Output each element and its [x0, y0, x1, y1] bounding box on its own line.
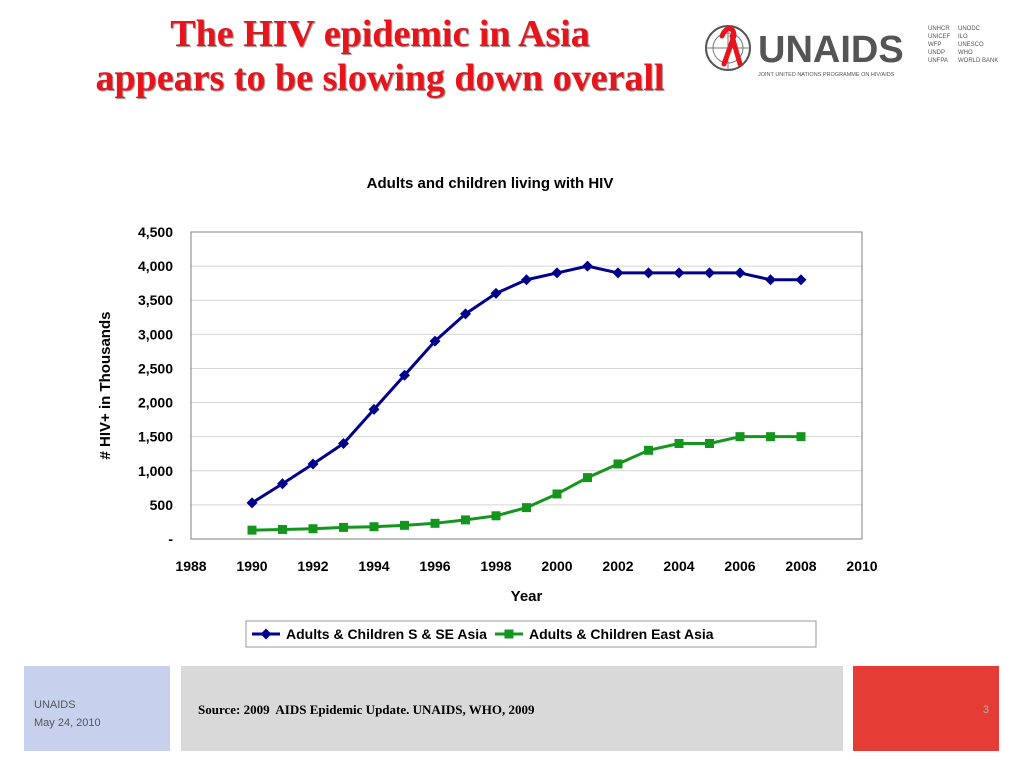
- footer-org: UNAIDS: [34, 699, 76, 711]
- slide-title: The HIV epidemic in Asia appears to be s…: [0, 12, 760, 100]
- y-tick-label: 2,000: [138, 395, 173, 411]
- series-1-point: [399, 369, 410, 381]
- series-1-point: [521, 274, 532, 286]
- x-tick-label: 2004: [663, 558, 694, 574]
- x-tick-label: 2000: [541, 558, 572, 574]
- x-tick-label: 1996: [419, 558, 450, 574]
- series-1-point: [338, 437, 349, 449]
- cosponsor-unesco: UNESCO: [958, 42, 984, 48]
- y-tick-label: 4,500: [138, 224, 173, 240]
- x-axis-title: Year: [511, 588, 543, 605]
- series-line-1: [251, 264, 801, 505]
- cosponsor-undp: UNDP: [928, 50, 945, 56]
- cosponsor-unicef: UNICEF: [928, 34, 951, 40]
- series-2-point: [735, 432, 745, 442]
- series-1-point: [460, 308, 471, 320]
- source-citation: Source: 2009 AIDS Epidemic Update. UNAID…: [198, 702, 535, 717]
- cosponsor-unfpa: UNFPA: [928, 58, 948, 64]
- series-2-point: [491, 511, 501, 521]
- y-tick-label: 2,500: [138, 360, 173, 376]
- x-tick-label: 1998: [480, 558, 511, 574]
- series-1-point: [368, 403, 380, 415]
- series-1-point: [551, 267, 563, 279]
- legend-label-2: Adults & Children East Asia: [529, 626, 714, 642]
- red-ribbon-icon: [719, 26, 743, 67]
- x-tick-label: 1992: [297, 558, 328, 574]
- y-tick-label: 1,500: [138, 429, 173, 445]
- series-2-point: [674, 438, 684, 448]
- footer-source-panel: Source: 2009 AIDS Epidemic Update. UNAID…: [181, 666, 843, 751]
- y-tick-label: 3,000: [138, 326, 173, 342]
- series-2-point: [766, 432, 775, 442]
- series-2-point: [522, 503, 531, 513]
- y-axis-title: # HIV+ in Thousands: [97, 312, 114, 460]
- cosponsor-ilo: ILO: [958, 34, 968, 40]
- cosponsor-unodc: UNODC: [958, 26, 981, 32]
- title-line-2: appears to be slowing down overall: [95, 57, 665, 99]
- x-tick-label: 2006: [724, 558, 755, 574]
- series-2-point: [705, 438, 714, 448]
- unaids-logo: UNAIDS JOINT UNITED NATIONS PROGRAMME ON…: [705, 25, 998, 78]
- legend-label-1: Adults & Children S & SE Asia: [286, 626, 487, 642]
- series-1-point: [704, 267, 715, 279]
- series-2-point: [552, 489, 562, 499]
- cosponsor-world-bank: WORLD BANK: [958, 58, 998, 64]
- x-tick-label: 2008: [785, 558, 816, 574]
- legend-swatch-marker-2: [504, 629, 514, 639]
- footer-left-panel: UNAIDS May 24, 2010: [24, 666, 170, 751]
- series-2-point: [613, 459, 623, 469]
- x-tick-label: 2002: [602, 558, 633, 574]
- y-tick-label: 500: [150, 497, 174, 513]
- series-1-point: [795, 274, 807, 286]
- series-1-point: [734, 267, 746, 279]
- series-2-point: [400, 520, 409, 530]
- series-2-point: [308, 524, 318, 534]
- title-line-1: The HIV epidemic in Asia: [170, 13, 590, 55]
- plot-area-frame: [190, 231, 863, 540]
- legend-box: [245, 620, 817, 648]
- x-tick-label: 2010: [846, 558, 877, 574]
- footer-date: May 24, 2010: [34, 717, 101, 729]
- footer-right-panel: 3: [853, 666, 999, 751]
- cosponsor-unhcr: UNHCR: [928, 26, 950, 32]
- series-1-point: [246, 497, 258, 509]
- x-tick-label: 1990: [236, 558, 267, 574]
- x-tick-label: 1988: [175, 558, 206, 574]
- series-2-point: [461, 515, 470, 525]
- series-2-point: [583, 473, 592, 483]
- cosponsor-who: WHO: [958, 50, 973, 56]
- page-number: 3: [982, 704, 989, 716]
- cosponsor-wfp: WFP: [928, 42, 941, 48]
- series-1-point: [673, 267, 685, 279]
- series-1-point: [765, 274, 776, 286]
- y-tick-label: -: [168, 531, 173, 547]
- series-2-point: [430, 518, 440, 528]
- series-2-point: [278, 524, 287, 534]
- hiv-line-chart: - 500 1,000 1,500 2,000 2,500 3,000 3,500 4,000 4…: [97, 224, 878, 648]
- series-1-point: [582, 260, 593, 272]
- series-1-point: [429, 335, 441, 347]
- series-2-point: [796, 432, 806, 442]
- y-tick-label: 1,000: [138, 463, 173, 479]
- x-tick-label: 1994: [358, 558, 389, 574]
- series-1-point: [643, 267, 654, 279]
- chart-title: Adults and children living with HIV: [366, 175, 614, 192]
- series-1-point: [612, 267, 624, 279]
- series-2-point: [369, 522, 379, 532]
- series-1-point: [490, 287, 502, 299]
- series-2-point: [644, 445, 653, 455]
- series-1-point: [307, 458, 319, 470]
- logo-tagline: JOINT UNITED NATIONS PROGRAMME ON HIV/AI…: [758, 72, 895, 78]
- series-1-point: [277, 478, 288, 490]
- series-2-point: [339, 522, 348, 532]
- y-tick-label: 4,000: [138, 258, 173, 274]
- legend-swatch-marker-1: [260, 628, 272, 640]
- y-tick-label: 3,500: [138, 292, 173, 308]
- series-2-point: [247, 525, 257, 535]
- logo-text: UNAIDS: [758, 29, 904, 71]
